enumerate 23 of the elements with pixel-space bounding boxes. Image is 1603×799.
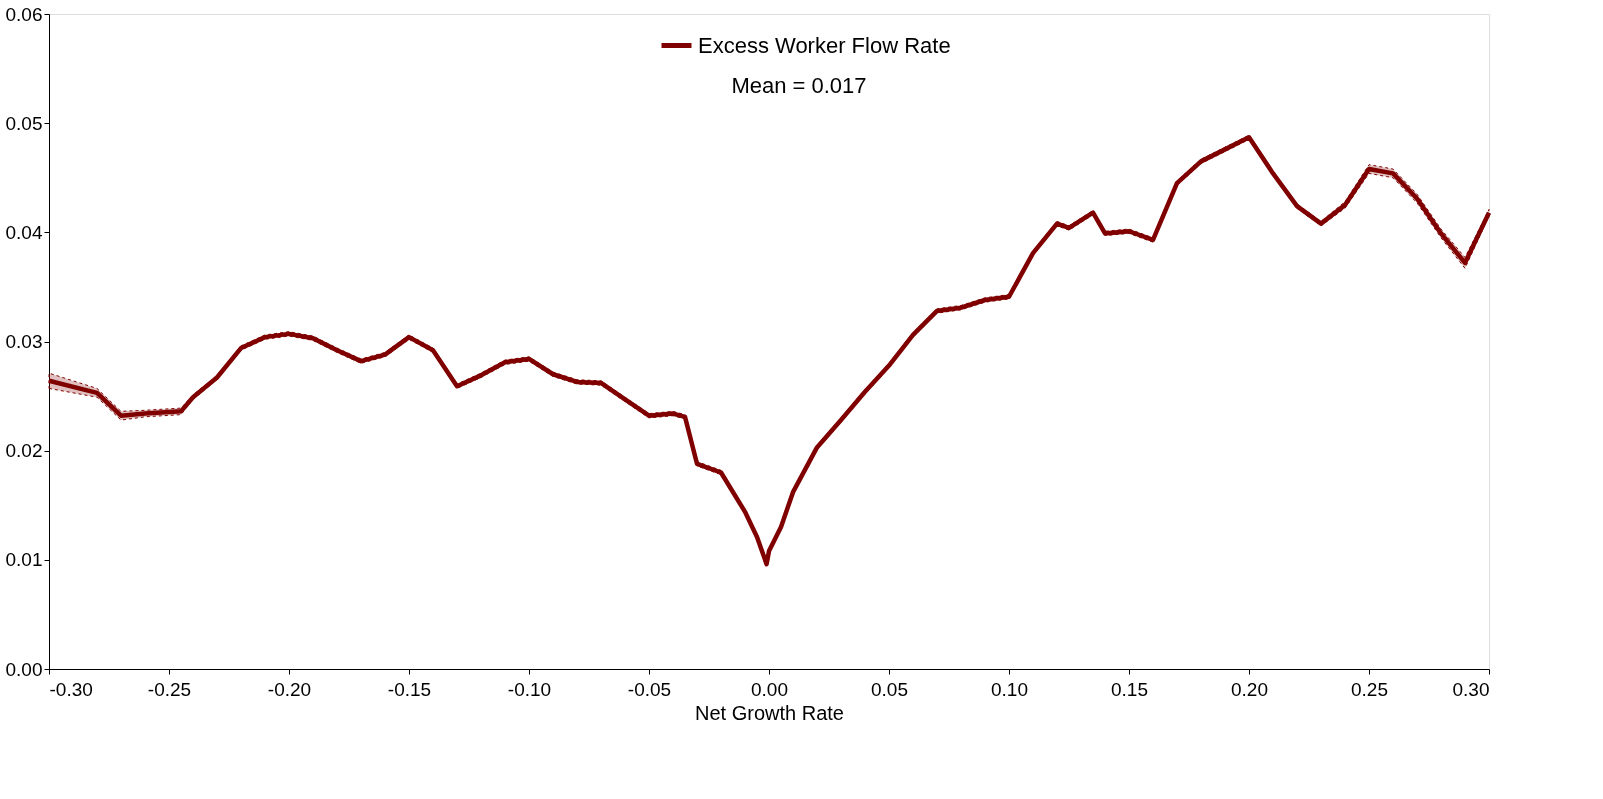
x-axis-title: Net Growth Rate (695, 701, 844, 724)
x-tick-label: 0.10 (991, 678, 1028, 700)
x-tick-label: 0.15 (1111, 678, 1148, 700)
x-tick-label: 0.05 (871, 678, 908, 700)
y-tick-label: 0.00 (5, 658, 43, 680)
x-tick-label: -0.10 (507, 678, 552, 700)
x-tick-label: -0.25 (147, 678, 192, 700)
y-tick-label: 0.05 (5, 112, 43, 134)
legend-label: Excess Worker Flow Rate (698, 32, 951, 58)
x-tick-label: 0.30 (1452, 678, 1490, 700)
x-tick-label: -0.20 (267, 678, 312, 700)
x-tick-label: -0.15 (387, 678, 432, 700)
y-tick-label: 0.06 (5, 3, 43, 25)
y-tick-label: 0.03 (5, 331, 43, 352)
x-tick-label: -0.30 (49, 678, 93, 700)
annotation: Mean = 0.017 (731, 73, 867, 98)
y-tick-label: 0.02 (5, 440, 43, 462)
y-tick-label: 0.04 (5, 221, 43, 243)
y-tick-label: 0.01 (5, 549, 43, 571)
x-tick-label: -0.05 (627, 678, 672, 700)
x-tick-label: 0.25 (1351, 678, 1388, 700)
x-tick-label: 0.00 (751, 678, 788, 700)
x-tick-label: 0.20 (1231, 678, 1268, 700)
